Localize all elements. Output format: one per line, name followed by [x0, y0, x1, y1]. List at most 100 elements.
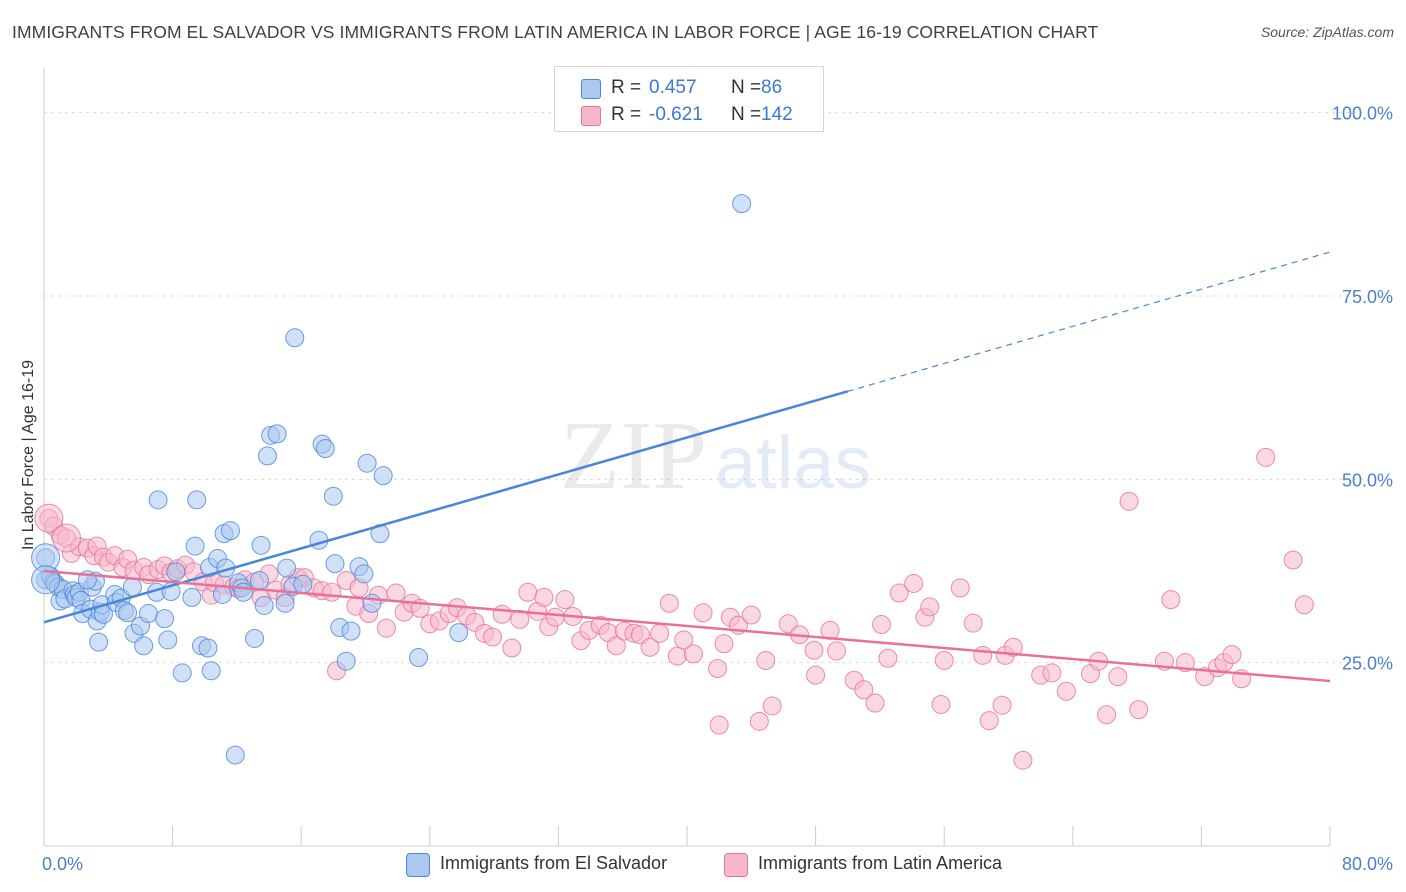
latin-america-point — [667, 646, 687, 666]
latin-america-point — [992, 695, 1012, 715]
latin-america-point — [806, 665, 826, 685]
legend-r-value: -0.621 — [649, 104, 703, 125]
latin-america-point — [804, 640, 824, 660]
y-axis-label: In Labor Force | Age 16-19 — [20, 359, 37, 551]
latin-america-point — [931, 694, 951, 714]
latin-america-point — [741, 605, 761, 625]
trend-lines — [43, 251, 1331, 683]
el-salvador-point — [309, 530, 329, 550]
source-label: Source: ZipAtlas.com — [1260, 24, 1394, 40]
latin-america-point — [674, 630, 694, 650]
el-salvador-point — [134, 636, 154, 656]
latin-america-point — [1161, 590, 1181, 610]
latin-america-point — [1222, 645, 1242, 665]
latin-america-point — [534, 587, 554, 607]
latin-america-point — [492, 604, 512, 624]
legend-r-label: R = — [611, 104, 642, 125]
latin-america-point — [904, 573, 924, 593]
el-salvador-point — [166, 562, 186, 582]
el-salvador-point — [158, 630, 178, 650]
y-tick-label: 25.0% — [1342, 654, 1393, 674]
y-tick-label: 100.0% — [1332, 104, 1393, 124]
latin-america-point — [659, 593, 679, 613]
el-salvador-point — [336, 651, 356, 671]
el-salvador-point — [172, 663, 192, 683]
latin-america-point — [1129, 700, 1149, 720]
el-salvador-point — [275, 593, 295, 613]
el-salvador-point — [249, 571, 269, 591]
latin-america-point — [709, 715, 729, 735]
el-salvador-point — [285, 328, 305, 348]
el-salvador-point — [220, 521, 240, 541]
y-tick-label: 50.0% — [1342, 470, 1393, 490]
el-salvador-point — [138, 604, 158, 624]
el-salvador-point — [409, 648, 429, 668]
latin-america-point — [1283, 550, 1303, 570]
el-salvador-point — [315, 439, 335, 459]
latin-america-point — [1056, 681, 1076, 701]
latin-america-point — [878, 648, 898, 668]
watermark-atlas: atlas — [715, 421, 871, 504]
gridlines — [44, 112, 1366, 664]
el-salvador-point — [354, 564, 374, 584]
latin-america-point — [1256, 447, 1276, 467]
el-salvador-point — [148, 490, 168, 510]
el-salvador-trend-line — [43, 390, 849, 624]
latin-america-point — [865, 693, 885, 713]
legend-n-value: 142 — [761, 104, 793, 125]
latin-america-point — [762, 696, 782, 716]
el-salvador-point — [323, 486, 343, 506]
latin-america-point — [714, 634, 734, 654]
legend-r-value: 0.457 — [649, 77, 697, 98]
latin-america-point — [973, 645, 993, 665]
el-salvador-point — [201, 661, 221, 681]
legend-swatch-pink — [581, 106, 601, 126]
latin-america-point — [950, 578, 970, 598]
el-salvador-point — [122, 577, 142, 597]
chart-title: IMMIGRANTS FROM EL SALVADOR VS IMMIGRANT… — [12, 22, 1099, 42]
latin-america-point — [1108, 667, 1128, 687]
bottom-legend-label: Immigrants from El Salvador — [440, 853, 668, 873]
axes — [43, 68, 1331, 847]
bottom-legend-label: Immigrants from Latin America — [758, 853, 1003, 873]
el-salvador-point — [187, 490, 207, 510]
latin-america-point — [683, 644, 703, 664]
latin-america-point — [1013, 750, 1033, 770]
el-salvador-point — [198, 638, 218, 658]
bottom-legend-swatch-blue — [406, 853, 430, 877]
latin-america-point — [555, 590, 575, 610]
latin-america-point — [1097, 705, 1117, 725]
el-salvador-point — [277, 558, 297, 578]
latin-america-point — [826, 641, 846, 661]
legend-n-label: N = — [731, 77, 762, 98]
el-salvador-point — [89, 632, 109, 652]
latin-america-point — [518, 582, 538, 602]
el-salvador-point — [373, 466, 393, 486]
latin-america-point — [920, 597, 940, 617]
bottom-legend-swatch-pink — [724, 853, 748, 877]
latin-america-point — [889, 583, 909, 603]
el-salvador-point — [293, 574, 313, 594]
x-tick-label: 80.0% — [1342, 854, 1393, 874]
latin-america-point — [1042, 663, 1062, 683]
el-salvador-point — [357, 453, 377, 473]
el-salvador-point — [155, 609, 175, 629]
latin-america-point — [322, 582, 342, 602]
series-latin-america-points — [34, 447, 1314, 770]
latin-america-point — [52, 523, 82, 553]
latin-america-point — [606, 636, 626, 656]
latin-america-point — [650, 623, 670, 643]
legend-r-label: R = — [611, 77, 642, 98]
latin-america-point — [963, 613, 983, 633]
x-tick-label: 0.0% — [42, 854, 83, 874]
latin-america-point — [872, 615, 892, 635]
el-salvador-point — [257, 446, 277, 466]
legend-swatch-blue — [581, 79, 601, 99]
el-salvador-point — [118, 603, 138, 623]
latin-america-point — [1003, 637, 1023, 657]
el-salvador-point — [185, 536, 205, 556]
y-tick-label: 75.0% — [1342, 287, 1393, 307]
latin-america-point — [545, 607, 565, 627]
latin-america-trend-line — [43, 569, 1331, 683]
